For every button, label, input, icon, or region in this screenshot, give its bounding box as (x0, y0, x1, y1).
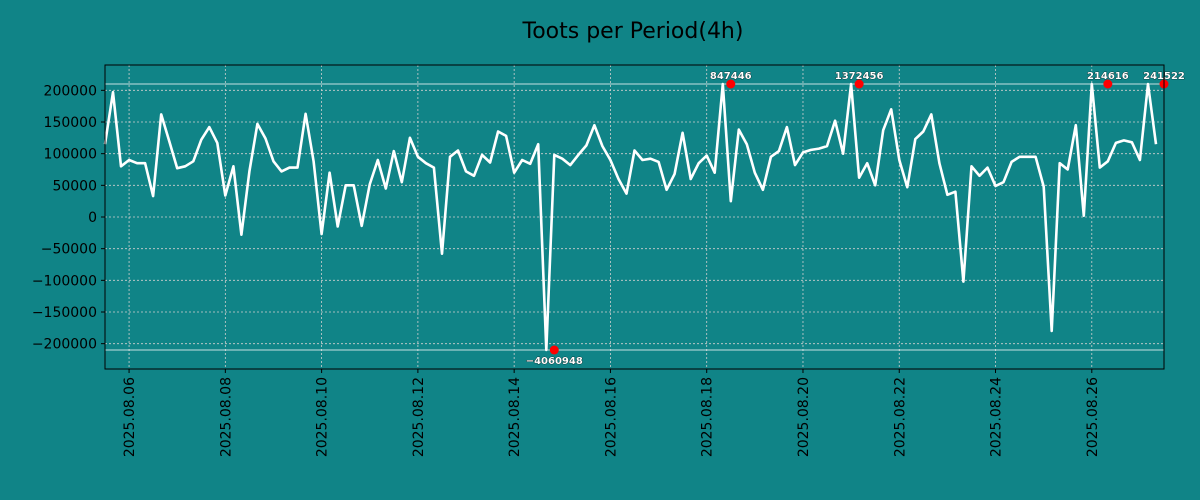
y-tick-label: 200000 (44, 83, 97, 99)
x-tick-label: 2025.08.08 (218, 377, 234, 457)
y-tick-label: −200000 (32, 337, 97, 353)
series-line (103, 82, 1158, 352)
peak-label: 847446 (710, 71, 752, 82)
x-tick-label: 2025.08.20 (796, 377, 812, 457)
grid (105, 65, 1164, 369)
y-tick-label: −150000 (32, 305, 97, 321)
x-tick-label: 2025.08.22 (892, 377, 908, 457)
x-tick-label: 2025.08.06 (122, 377, 138, 457)
peak-label: −4060948 (526, 356, 583, 367)
peak-marker (726, 79, 736, 89)
chart-title: Toots per Period(4h) (522, 19, 744, 44)
x-tick-label: 2025.08.26 (1085, 377, 1101, 457)
x-tick-label: 2025.08.10 (315, 377, 331, 457)
peak-marker (1103, 79, 1113, 89)
y-tick-label: 0 (88, 210, 97, 226)
peak-marker (854, 79, 864, 89)
peak-label: 1372456 (835, 71, 884, 82)
x-axis: 2025.08.06 2025.08.08 2025.08.10 2025.08.12… (122, 369, 1101, 457)
series-toots (103, 82, 1158, 352)
y-axis: 200000 150000 100000 50000 0 −50000 −100000 −15… (32, 83, 105, 353)
y-tick-label: −100000 (32, 273, 97, 289)
x-tick-label: 2025.08.12 (411, 377, 427, 457)
peak-label: 214616 (1087, 71, 1129, 82)
peak-marker (549, 345, 559, 355)
y-tick-label: 150000 (44, 115, 97, 131)
x-tick-label: 2025.08.24 (989, 377, 1005, 457)
x-tick-label: 2025.08.14 (507, 377, 523, 457)
peak-markers (549, 79, 1169, 355)
x-tick-label: 2025.08.16 (603, 377, 619, 457)
x-tick-label: 2025.08.18 (700, 377, 716, 457)
y-tick-label: −50000 (41, 242, 97, 258)
y-tick-label: 100000 (44, 147, 97, 163)
clip-bound-lines (105, 83, 1164, 351)
y-tick-label: 50000 (52, 178, 97, 194)
